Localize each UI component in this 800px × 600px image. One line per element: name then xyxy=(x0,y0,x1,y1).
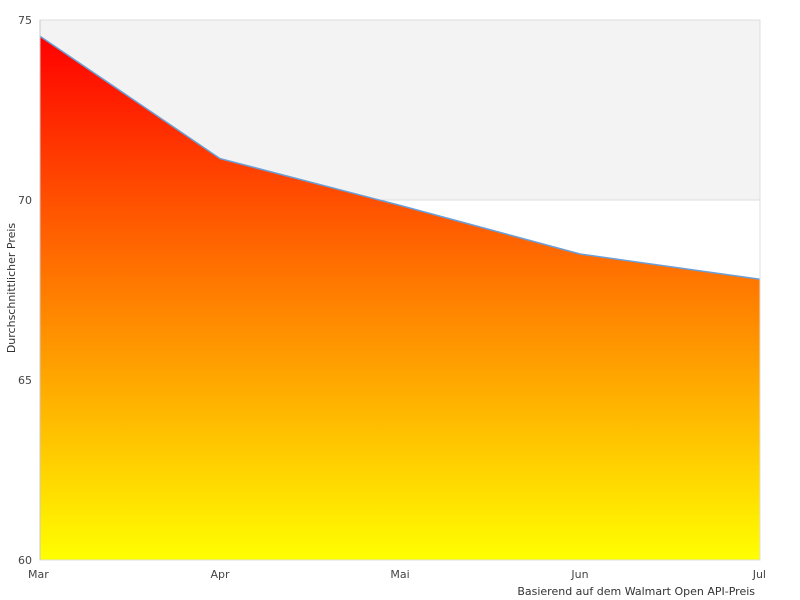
area-fill xyxy=(40,36,760,560)
y-tick-label: 75 xyxy=(18,14,32,27)
y-axis-ticks: 60 65 70 75 xyxy=(18,14,32,567)
x-tick-label: Mai xyxy=(390,568,409,581)
y-tick-label: 65 xyxy=(18,374,32,387)
plot-frame xyxy=(39,19,761,561)
y-axis-label: Durchschnittlicher Preis xyxy=(5,223,18,354)
x-tick-label: Jun xyxy=(570,568,588,581)
y-tick-label: 70 xyxy=(18,194,32,207)
x-tick-label: Apr xyxy=(210,568,230,581)
y-tick-label: 60 xyxy=(18,554,32,567)
x-tick-label: Mar xyxy=(28,568,49,581)
x-tick-label: Jul xyxy=(752,568,766,581)
chart-caption: Basierend auf dem Walmart Open API-Preis xyxy=(517,585,755,598)
area-layer xyxy=(39,35,761,560)
x-axis-ticks: Mar Apr Mai Jun Jul xyxy=(28,568,766,581)
